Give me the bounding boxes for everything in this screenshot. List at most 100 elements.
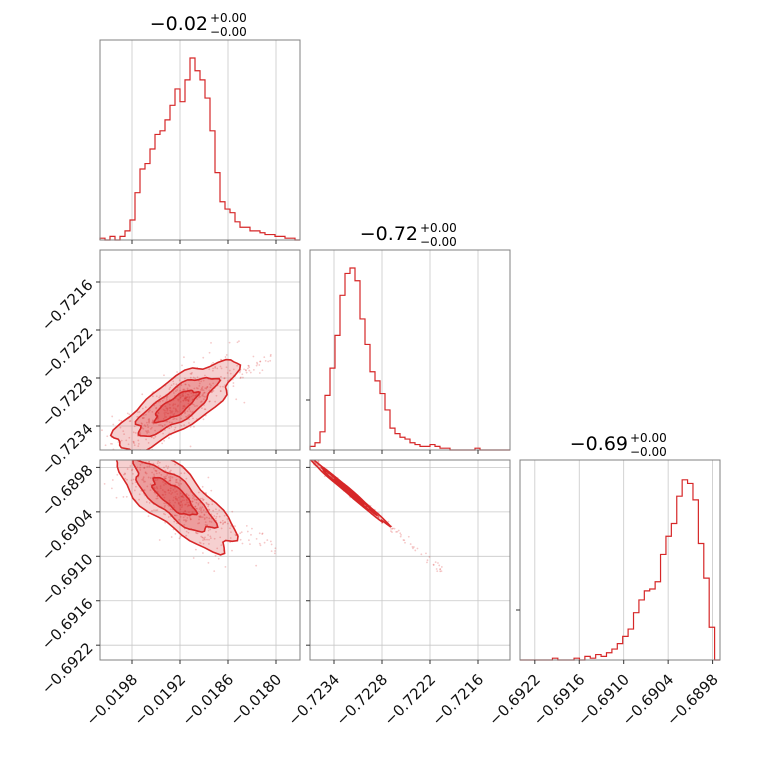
- sample-point: [207, 503, 210, 506]
- sample-point: [409, 543, 412, 545]
- sample-point: [248, 366, 251, 369]
- sample-point: [207, 505, 210, 508]
- sample-point: [229, 527, 231, 530]
- sample-point: [202, 542, 205, 545]
- sample-point: [170, 384, 173, 387]
- sample-point: [219, 358, 222, 361]
- sample-point: [304, 455, 306, 457]
- sample-point: [115, 452, 117, 454]
- sample-point: [152, 437, 155, 440]
- sample-point: [175, 418, 178, 421]
- sample-point: [223, 377, 226, 379]
- sample-point: [143, 424, 146, 427]
- sample-point: [439, 570, 442, 573]
- sample-point: [153, 467, 155, 470]
- sample-point: [161, 489, 164, 491]
- sample-point: [125, 495, 128, 498]
- grid-lines: [534, 460, 713, 660]
- sample-point: [112, 423, 115, 426]
- sample-point: [147, 476, 150, 479]
- sample-point: [148, 461, 151, 463]
- density-contours: [115, 460, 239, 556]
- sample-point: [176, 498, 179, 500]
- sample-point: [207, 503, 210, 506]
- sample-point: [153, 475, 156, 478]
- sample-point: [231, 549, 233, 552]
- sample-point: [149, 489, 152, 492]
- sample-point: [185, 396, 188, 399]
- sample-point: [243, 401, 246, 404]
- sample-point: [189, 410, 192, 413]
- sample-point: [144, 480, 147, 483]
- sample-point: [188, 407, 191, 409]
- sample-point: [232, 368, 235, 371]
- sample-point: [155, 407, 157, 410]
- sample-point: [239, 538, 242, 541]
- sample-point: [211, 503, 214, 506]
- sample-point: [317, 460, 320, 462]
- sample-point: [145, 501, 148, 503]
- sample-point: [188, 408, 191, 411]
- sample-point: [185, 399, 187, 401]
- sample-point: [172, 496, 175, 499]
- sample-point: [197, 387, 199, 390]
- sample-point: [195, 531, 197, 534]
- sample-point: [148, 419, 151, 422]
- sample-point: [317, 460, 319, 463]
- sample-point: [155, 470, 158, 472]
- sample-point: [93, 414, 95, 416]
- sample-point: [188, 511, 190, 514]
- sample-point: [156, 495, 159, 498]
- sample-point: [147, 441, 150, 444]
- sample-point: [165, 397, 168, 399]
- sample-point: [148, 420, 150, 423]
- sample-point: [148, 421, 150, 424]
- sample-point: [146, 430, 148, 433]
- sample-point: [206, 385, 209, 388]
- sample-point: [187, 402, 190, 405]
- sample-point: [174, 497, 177, 500]
- sample-point: [190, 392, 193, 395]
- sample-point: [218, 515, 221, 518]
- sample-point: [255, 538, 258, 540]
- sample-point: [215, 508, 217, 511]
- sample-point: [133, 444, 136, 447]
- sample-point: [197, 503, 200, 506]
- sample-point: [186, 516, 189, 519]
- sample-point: [259, 360, 262, 363]
- sample-point: [255, 564, 258, 567]
- sample-point: [180, 384, 183, 387]
- sample-point: [198, 508, 201, 510]
- sample-point: [169, 508, 172, 511]
- sample-point: [416, 547, 419, 550]
- sample-point: [177, 502, 180, 505]
- sample-point: [192, 417, 194, 420]
- sample-point: [137, 442, 140, 445]
- sample-point: [196, 398, 198, 400]
- sample-point: [166, 467, 169, 470]
- sample-point: [229, 537, 232, 539]
- sample-point: [432, 563, 435, 566]
- sample-point: [175, 498, 178, 501]
- sample-point: [169, 407, 172, 409]
- sample-point: [220, 527, 223, 530]
- sample-point: [175, 490, 178, 493]
- sample-point: [213, 515, 216, 517]
- sample-point: [258, 532, 261, 535]
- contour-level-3: [151, 476, 199, 516]
- sample-point: [123, 472, 126, 475]
- sample-point: [207, 529, 210, 532]
- sample-point: [403, 539, 406, 542]
- sample-point: [149, 427, 152, 430]
- sample-point: [180, 506, 183, 509]
- sample-point: [137, 439, 140, 442]
- sample-point: [420, 553, 423, 556]
- sample-point: [216, 367, 219, 370]
- sample-point: [256, 361, 258, 364]
- sample-point: [164, 477, 167, 480]
- sample-point: [155, 486, 158, 488]
- sample-point: [202, 418, 205, 421]
- x-tick-label: −0.0198: [82, 670, 141, 729]
- sample-point: [185, 477, 188, 480]
- sample-point: [179, 515, 182, 518]
